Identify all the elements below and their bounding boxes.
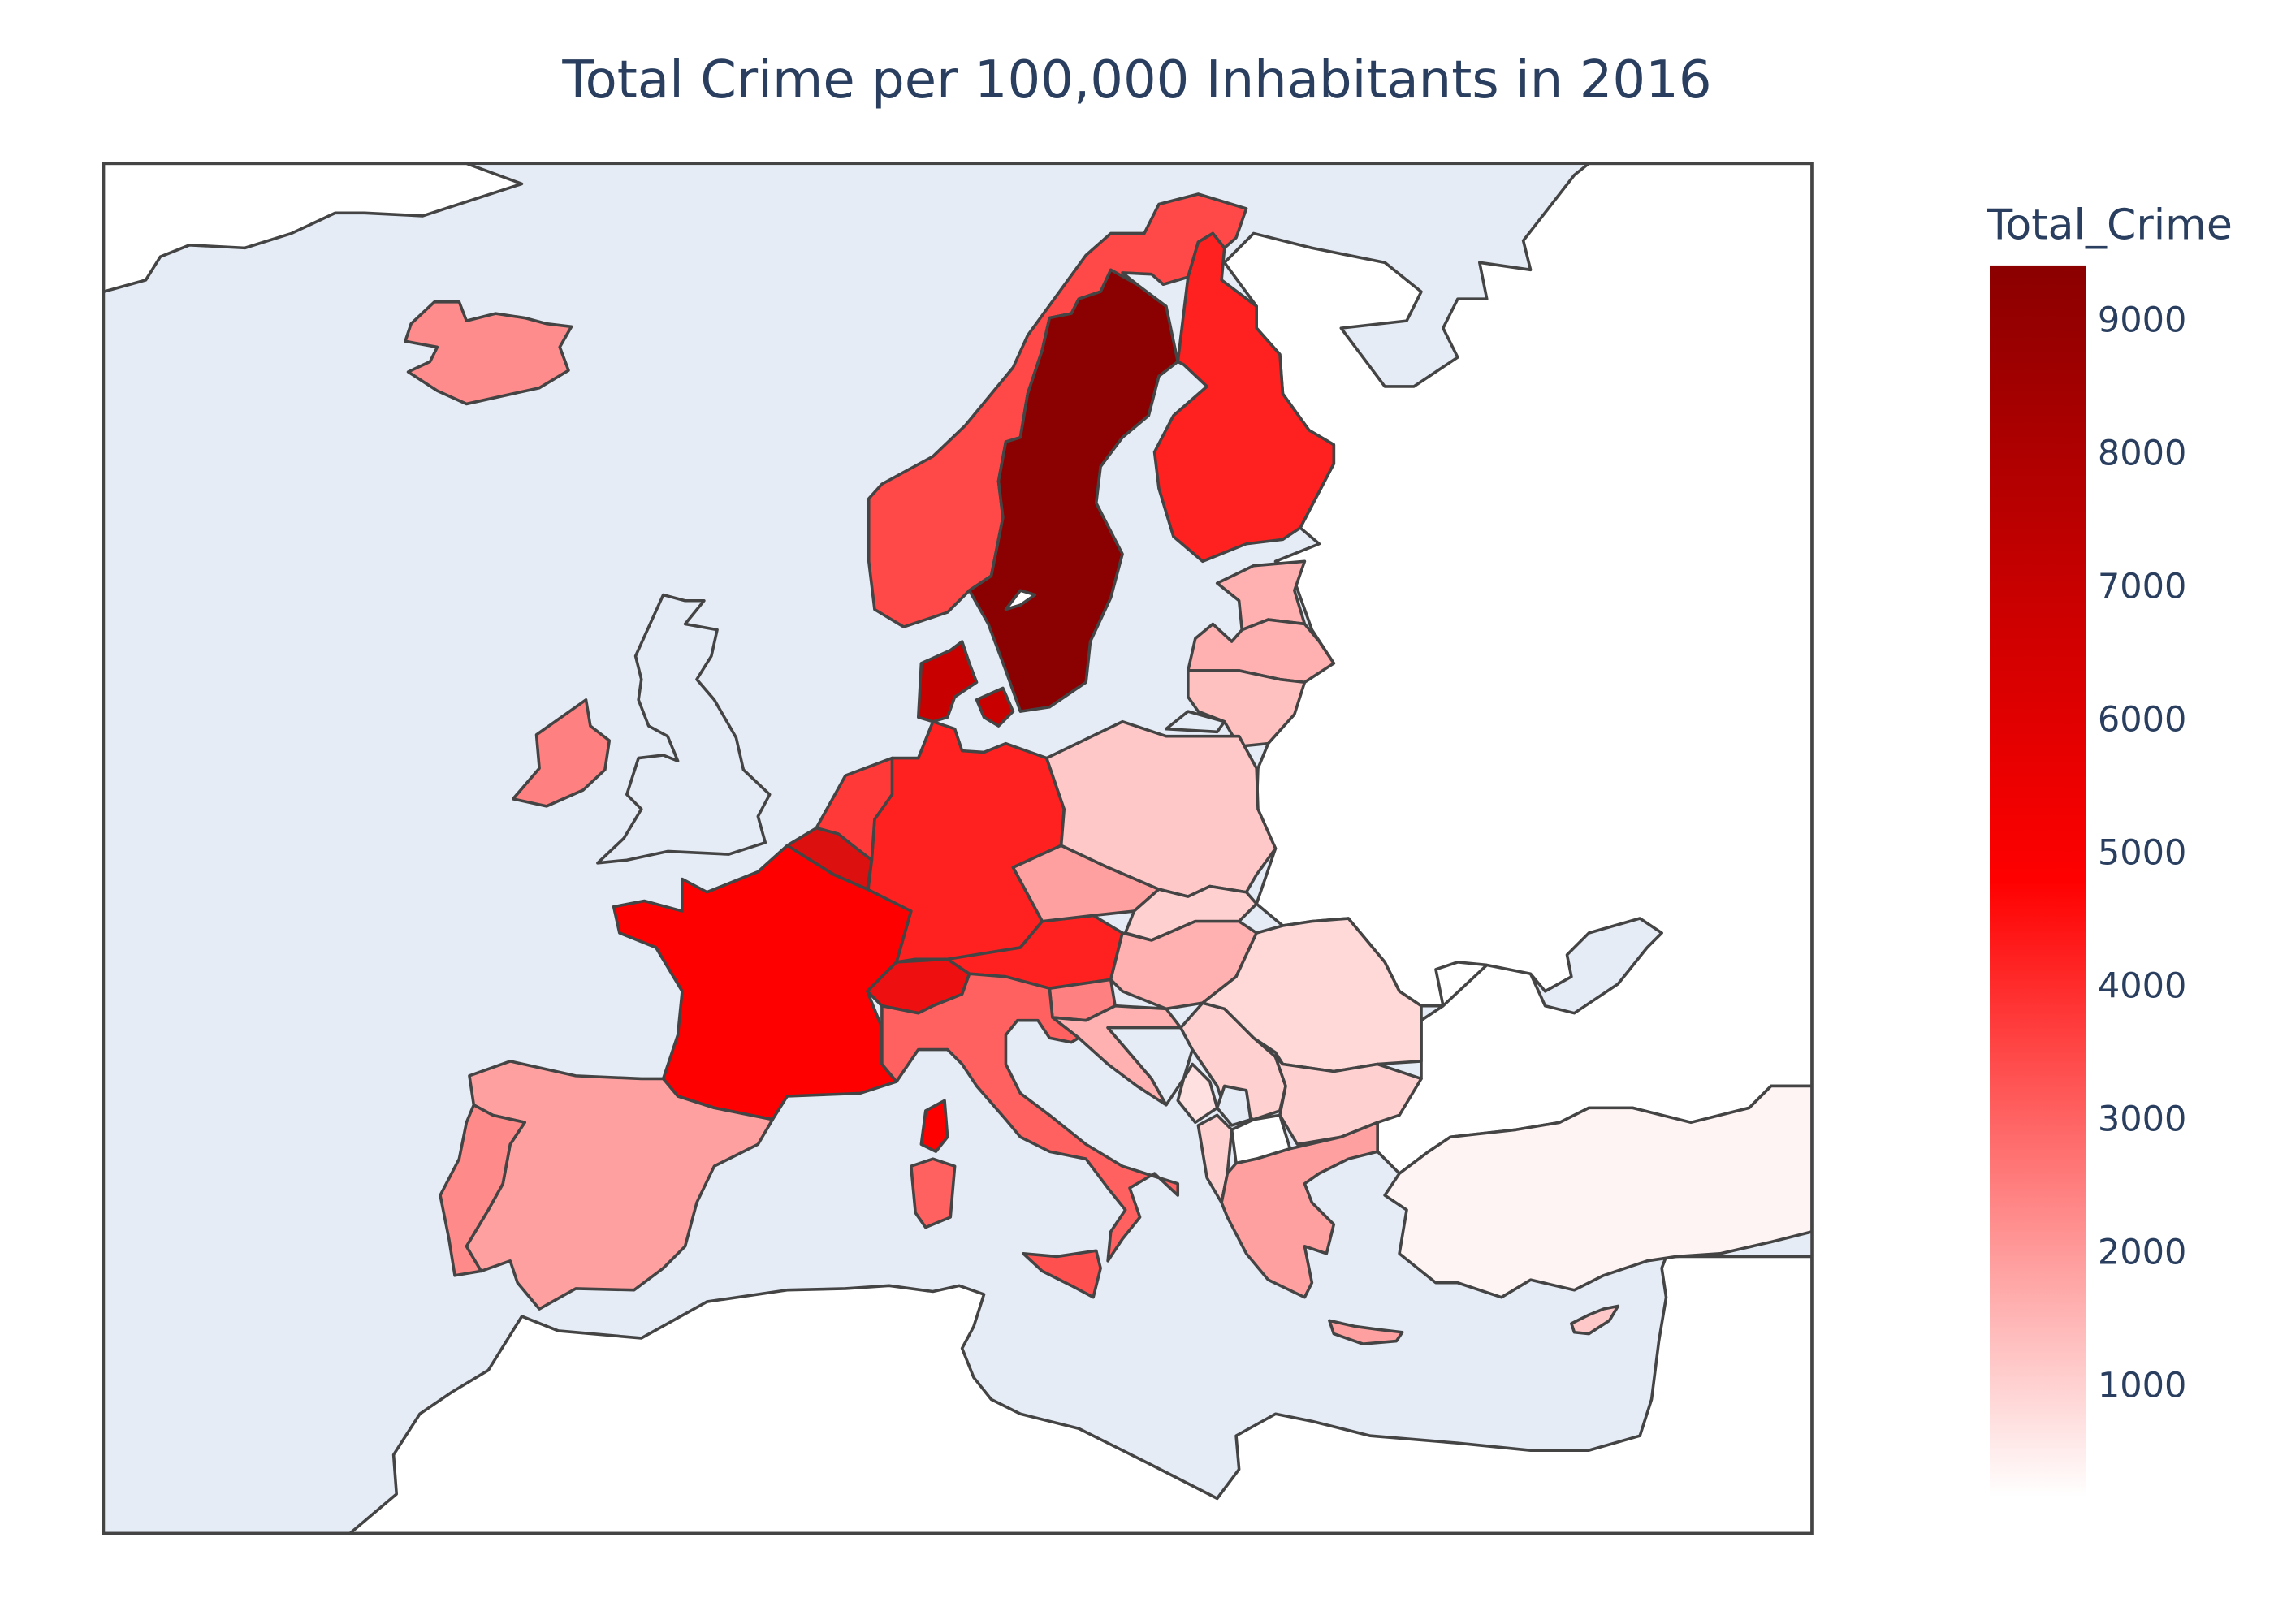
sicily-region: [1022, 1249, 1102, 1299]
colorbar-tick-label: 4000: [2098, 965, 2187, 1006]
colorbar-tick-label: 5000: [2098, 833, 2187, 874]
landmass-east: [1222, 163, 1813, 1175]
chart-title: Total Crime per 100,000 Inhabitants in 2…: [562, 50, 1712, 110]
colorbar-tick-label: 2000: [2098, 1232, 2187, 1272]
colorbar-tick-label: 9000: [2098, 300, 2187, 341]
corsica-region: [919, 1099, 949, 1153]
portugal-region: [439, 1103, 526, 1277]
colorbar-tick-label: 8000: [2098, 434, 2187, 474]
ireland-region: [512, 698, 612, 808]
italy-region: [880, 972, 1180, 1263]
white-sea-island: [1392, 440, 1436, 493]
kaliningrad-region: [1165, 710, 1226, 734]
colorbar-title: Total_Crime: [1986, 201, 2233, 250]
colorbar-tick-label: 6000: [2098, 700, 2187, 741]
kosovo-region: [1215, 1084, 1252, 1127]
colorbar-tick-label: 7000: [2098, 567, 2187, 607]
colorbar-gradient: [1990, 265, 2086, 1497]
iceland-region: [404, 300, 573, 406]
turkey-region: [1383, 1084, 1813, 1299]
map-frame: [102, 162, 1814, 1535]
lithuania-region: [1187, 669, 1307, 749]
sardinia-region: [910, 1157, 957, 1229]
bosnia-region: [1106, 1026, 1194, 1107]
great-britain-region: [596, 593, 772, 865]
colorbar-tick-label: 3000: [2098, 1099, 2187, 1139]
crete-region: [1328, 1319, 1404, 1345]
denmark-zealand: [975, 686, 1015, 728]
landmass-south: [103, 1255, 1813, 1534]
finland-region: [1152, 231, 1336, 564]
greenland-region: [103, 163, 524, 294]
sweden-lake: [1004, 589, 1037, 611]
colorbar-tick-label: 1000: [2098, 1365, 2187, 1406]
bulgaria-region: [1273, 1055, 1423, 1147]
poland-region: [1044, 719, 1278, 898]
cyprus-region: [1570, 1304, 1620, 1336]
greece-region: [1220, 1121, 1379, 1299]
colorbar: Total_Crime 9000 8000 7000 6000 5000 4000 3000…: [1986, 201, 2233, 1497]
colorbar-ticks: 9000 8000 7000 6000 5000 4000 3000 2000 1000: [2098, 300, 2187, 1406]
denmark-region: [916, 640, 979, 723]
lake-ladoga: [1334, 488, 1382, 528]
romania-region: [1200, 917, 1423, 1073]
